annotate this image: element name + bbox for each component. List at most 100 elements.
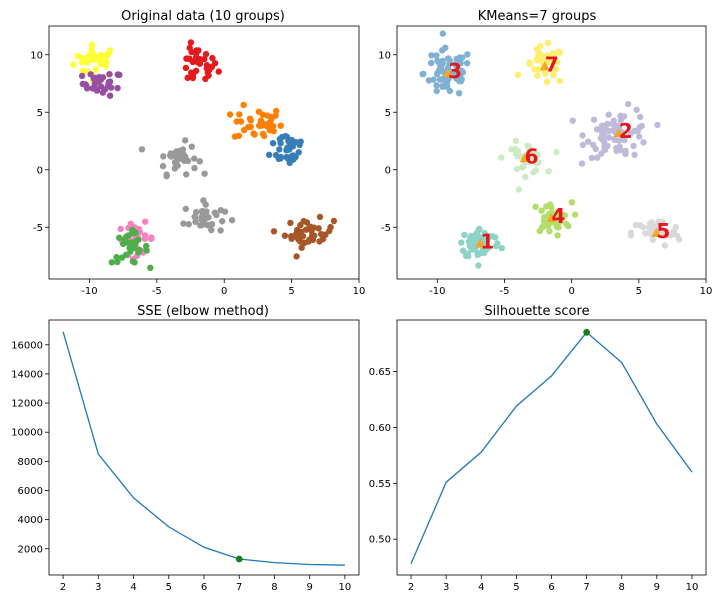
data-point bbox=[92, 66, 100, 73]
data-point bbox=[290, 156, 297, 163]
data-point bbox=[476, 225, 483, 232]
data-point bbox=[182, 64, 190, 72]
data-point bbox=[201, 55, 208, 63]
data-point bbox=[114, 84, 121, 92]
centroid-label-7: 7 bbox=[545, 52, 559, 76]
data-point bbox=[446, 87, 454, 95]
data-point bbox=[88, 46, 95, 53]
axes-frame bbox=[48, 25, 360, 280]
data-point bbox=[196, 158, 203, 165]
data-point bbox=[630, 142, 637, 150]
centroid-label-4: 4 bbox=[552, 204, 566, 228]
data-point bbox=[434, 70, 441, 77]
x-tick-label: 2 bbox=[60, 582, 66, 593]
data-point bbox=[428, 52, 435, 59]
data-point bbox=[513, 165, 521, 173]
data-point bbox=[84, 59, 92, 66]
data-point bbox=[620, 113, 628, 120]
data-point bbox=[549, 50, 556, 57]
data-point bbox=[127, 220, 134, 227]
data-point bbox=[532, 203, 539, 210]
data-point bbox=[167, 150, 175, 157]
data-point bbox=[512, 137, 520, 144]
data-point bbox=[288, 233, 295, 240]
x-tick-label: 10 bbox=[700, 286, 713, 297]
data-point bbox=[538, 224, 546, 231]
data-point bbox=[191, 155, 198, 162]
data-point bbox=[585, 138, 592, 145]
data-point bbox=[278, 133, 286, 141]
data-point bbox=[176, 148, 184, 156]
data-point bbox=[445, 55, 452, 62]
centroid-marker bbox=[539, 61, 550, 71]
data-point bbox=[99, 89, 107, 96]
data-point bbox=[433, 87, 440, 95]
data-point bbox=[193, 208, 200, 216]
data-point bbox=[633, 106, 640, 114]
data-point bbox=[148, 234, 155, 241]
data-point bbox=[91, 80, 99, 88]
y-tick-label: 0.65 bbox=[369, 367, 391, 378]
kmeans-title: KMeans=7 groups bbox=[478, 9, 597, 24]
data-point bbox=[182, 137, 189, 144]
data-point bbox=[204, 69, 211, 76]
data-point bbox=[116, 234, 123, 241]
data-point bbox=[627, 232, 635, 239]
data-point bbox=[183, 171, 190, 178]
data-point bbox=[114, 71, 122, 78]
data-point bbox=[640, 139, 647, 146]
centroid-marker bbox=[613, 127, 624, 137]
data-point bbox=[103, 52, 111, 60]
data-point bbox=[163, 173, 170, 180]
data-point bbox=[452, 61, 459, 68]
data-point bbox=[553, 148, 560, 156]
data-point bbox=[106, 78, 114, 85]
y-tick-label: 0 bbox=[385, 165, 391, 176]
x-tick-label: 3 bbox=[443, 582, 449, 593]
data-point bbox=[622, 150, 629, 158]
x-tick-label: -5 bbox=[152, 286, 162, 297]
series-line bbox=[62, 331, 345, 566]
x-tick-label: 4 bbox=[478, 582, 484, 593]
data-point bbox=[514, 153, 521, 160]
centroid-label-3: 3 bbox=[448, 59, 462, 83]
data-point bbox=[198, 208, 206, 215]
data-point bbox=[637, 113, 644, 121]
data-point bbox=[303, 219, 311, 226]
data-point bbox=[649, 236, 656, 243]
cluster-green bbox=[108, 226, 154, 271]
x-tick-label: 5 bbox=[166, 582, 172, 593]
data-point bbox=[117, 225, 124, 233]
data-point bbox=[553, 223, 561, 231]
data-point bbox=[327, 223, 334, 231]
data-point bbox=[604, 127, 611, 135]
data-point bbox=[461, 231, 468, 239]
data-point bbox=[78, 72, 86, 80]
data-point bbox=[284, 155, 291, 162]
data-point bbox=[160, 153, 167, 160]
data-point bbox=[492, 234, 499, 241]
centroid-label-2: 2 bbox=[619, 119, 633, 143]
data-point bbox=[627, 130, 634, 137]
data-point bbox=[180, 220, 187, 227]
data-point bbox=[123, 239, 131, 246]
data-point bbox=[555, 212, 562, 219]
data-point bbox=[458, 239, 465, 246]
data-point bbox=[79, 67, 86, 75]
data-point bbox=[266, 127, 274, 134]
data-point bbox=[287, 219, 294, 227]
y-tick-label: 4000 bbox=[18, 515, 43, 526]
x-tick-label: 7 bbox=[236, 582, 242, 593]
data-point bbox=[202, 75, 209, 83]
y-tick-label: 10000 bbox=[11, 428, 43, 439]
data-point bbox=[186, 44, 193, 52]
data-point bbox=[189, 74, 197, 82]
data-point bbox=[654, 121, 661, 129]
series-line bbox=[410, 331, 693, 565]
x-tick-label: 10 bbox=[686, 582, 699, 593]
data-point bbox=[147, 264, 154, 271]
data-point bbox=[192, 214, 199, 221]
data-point bbox=[295, 236, 302, 243]
data-point bbox=[277, 122, 284, 129]
